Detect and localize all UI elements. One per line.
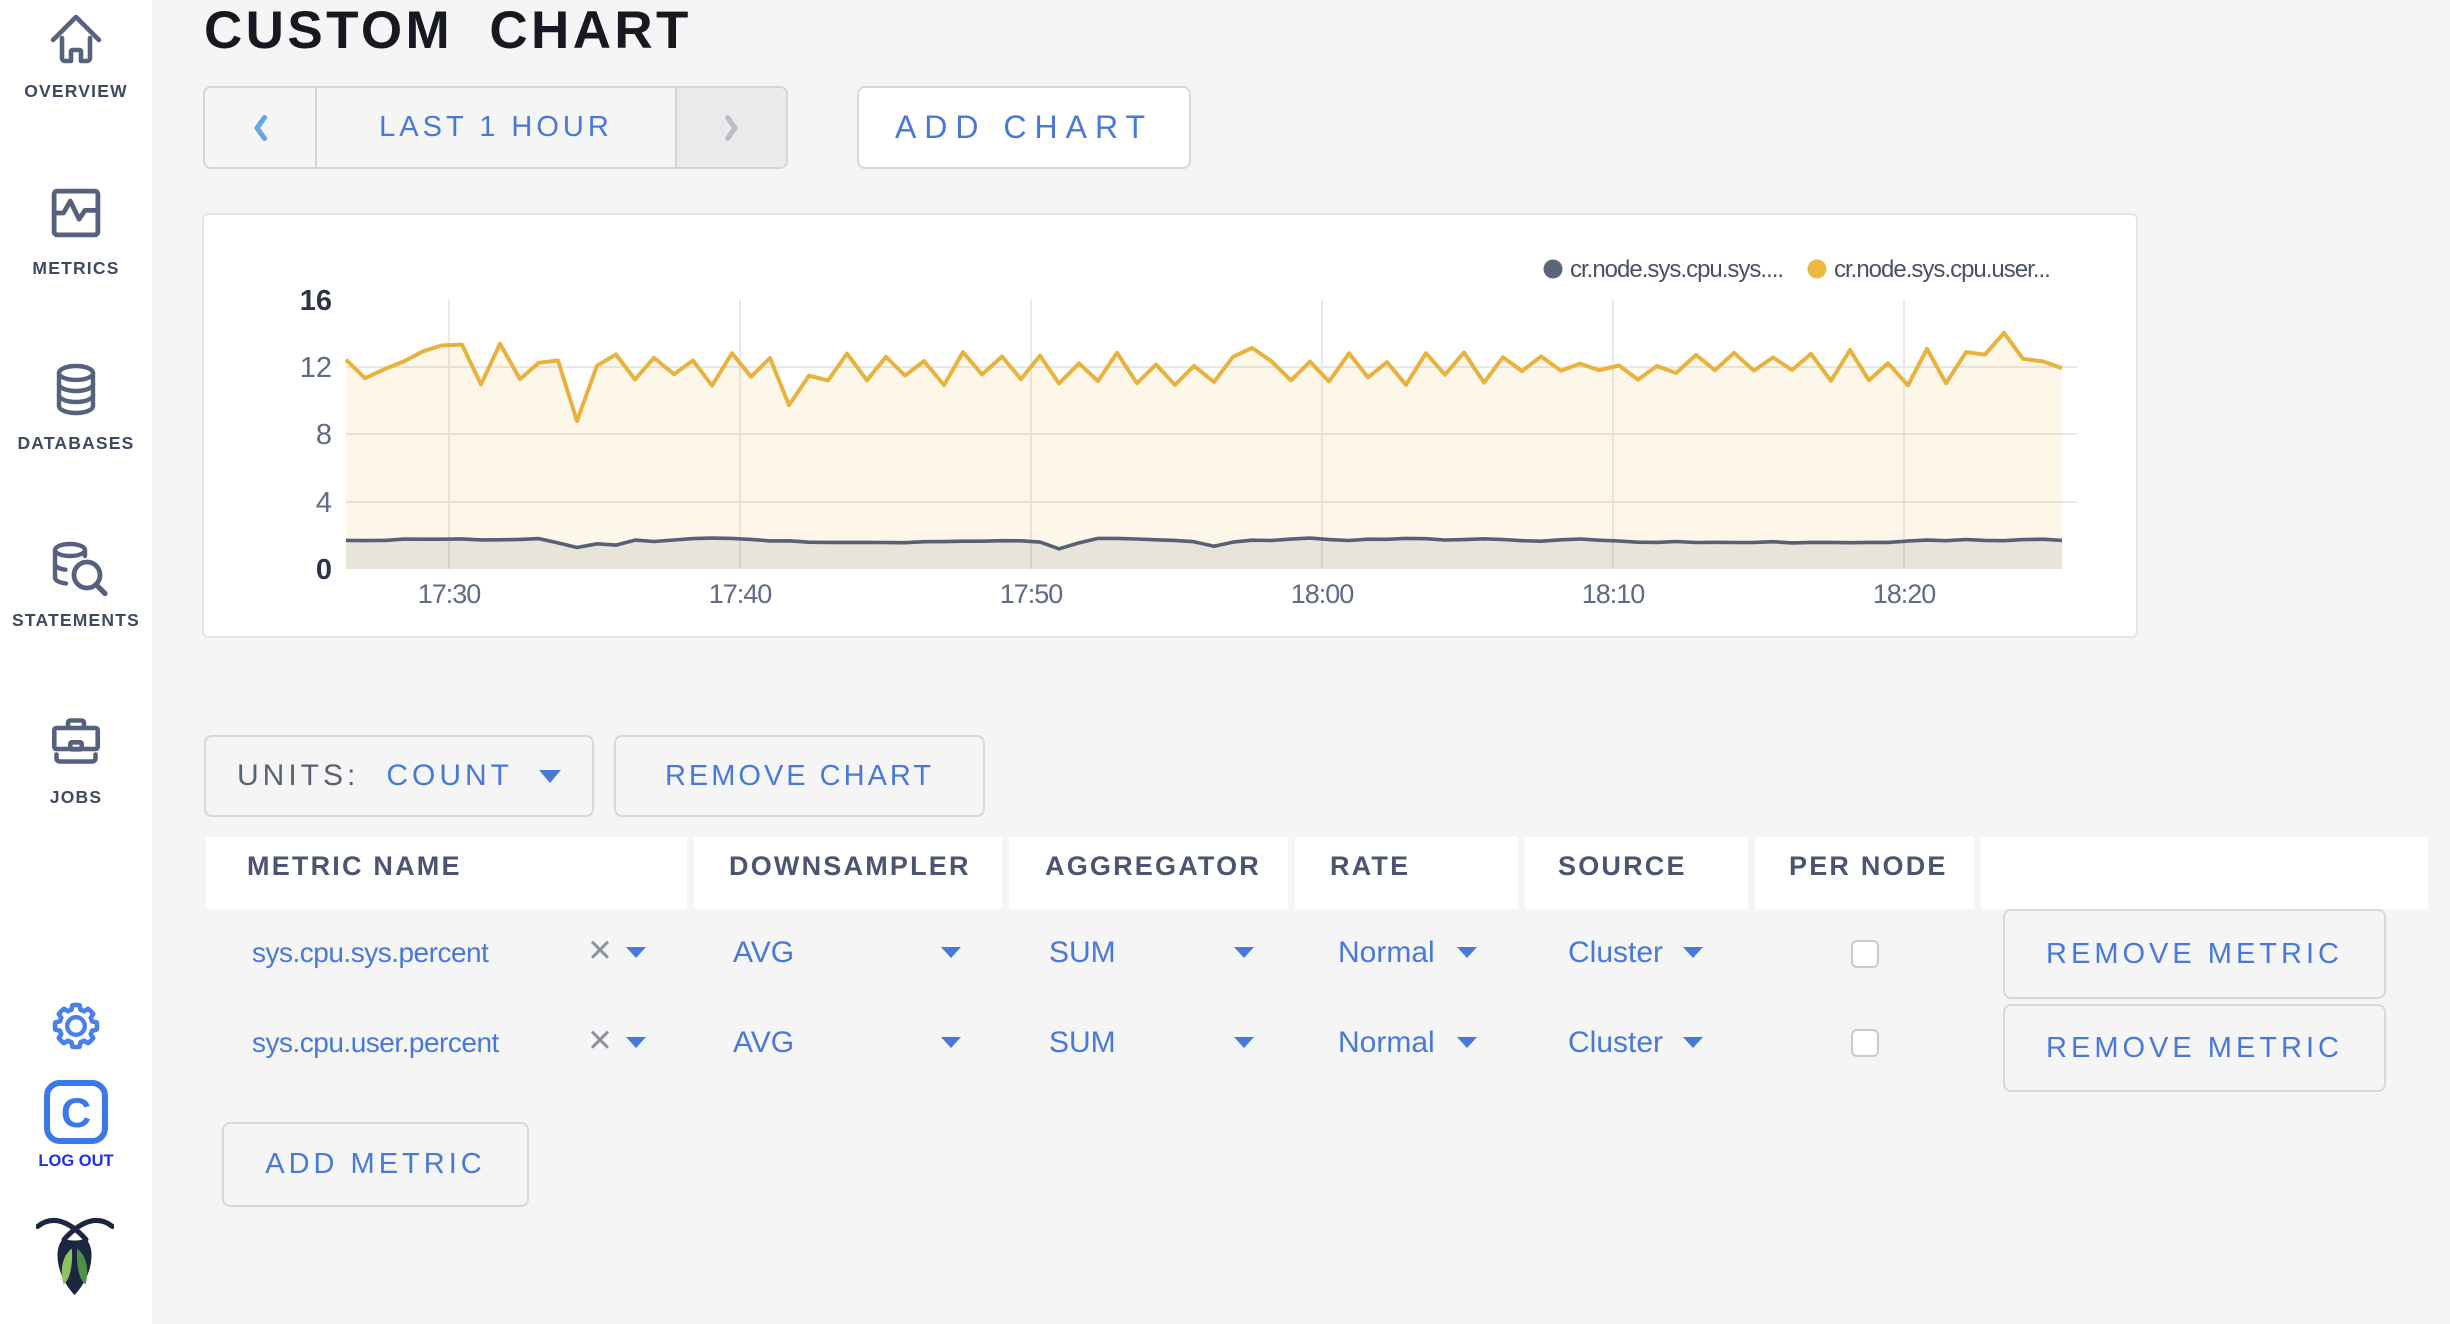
svg-text:17:50: 17:50 (1000, 579, 1063, 609)
svg-text:17:30: 17:30 (418, 579, 481, 609)
svg-text:C: C (61, 1089, 91, 1136)
svg-text:4: 4 (316, 487, 332, 519)
svg-text:0: 0 (316, 554, 332, 586)
svg-text:16: 16 (300, 285, 332, 317)
svg-text:17:40: 17:40 (709, 579, 772, 609)
svg-text:8: 8 (316, 419, 332, 451)
svg-text:18:20: 18:20 (1873, 579, 1936, 609)
svg-text:cr.node.sys.cpu.user...: cr.node.sys.cpu.user... (1834, 256, 2050, 283)
svg-text:18:10: 18:10 (1582, 579, 1645, 609)
svg-text:18:00: 18:00 (1291, 579, 1354, 609)
svg-text:cr.node.sys.cpu.sys....: cr.node.sys.cpu.sys.... (1570, 256, 1783, 283)
svg-text:12: 12 (300, 352, 332, 384)
